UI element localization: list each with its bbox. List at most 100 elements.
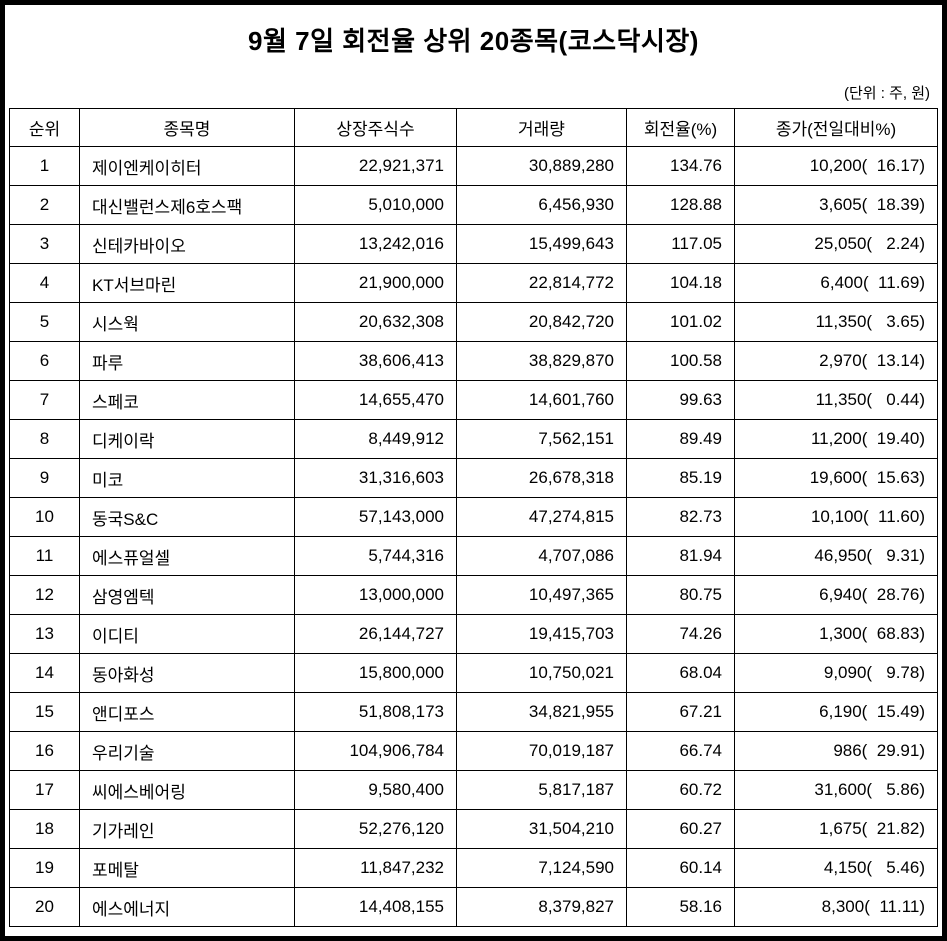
rank-cell: 17 [9, 770, 80, 810]
rank-cell: 18 [9, 809, 80, 849]
listed-shares-cell: 20,632,308 [294, 302, 457, 342]
table-body: 1 제이엔케이히터 22,921,371 30,889,280 134.76 10,200… [9, 146, 938, 927]
column-header-rank: 순위 [9, 108, 80, 147]
closing-price-cell: 11,350( 0.44) [734, 380, 938, 420]
rank-cell: 15 [9, 692, 80, 732]
rank-cell: 4 [9, 263, 80, 303]
stock-name-cell: 동국S&C [79, 497, 295, 537]
listed-shares-cell: 38,606,413 [294, 341, 457, 381]
closing-price-cell: 986( 29.91) [734, 731, 938, 771]
table-row: 8 디케이락 8,449,912 7,562,151 89.49 11,200( 19.4… [9, 419, 938, 459]
turnover-rate-cell: 104.18 [626, 263, 735, 303]
listed-shares-cell: 57,143,000 [294, 497, 457, 537]
stock-name-cell: 파루 [79, 341, 295, 381]
closing-price-cell: 4,150( 5.46) [734, 848, 938, 888]
closing-price-cell: 8,300( 11.11) [734, 887, 938, 927]
table-row: 2 대신밸런스제6호스팩 5,010,000 6,456,930 128.88 3,605… [9, 185, 938, 225]
closing-price-cell: 6,400( 11.69) [734, 263, 938, 303]
turnover-rate-cell: 85.19 [626, 458, 735, 498]
rank-cell: 14 [9, 653, 80, 693]
closing-price-cell: 25,050( 2.24) [734, 224, 938, 264]
listed-shares-cell: 14,655,470 [294, 380, 457, 420]
rank-cell: 2 [9, 185, 80, 225]
turnover-rate-cell: 128.88 [626, 185, 735, 225]
rank-cell: 13 [9, 614, 80, 654]
stock-name-cell: 우리기술 [79, 731, 295, 771]
listed-shares-cell: 52,276,120 [294, 809, 457, 849]
volume-cell: 7,562,151 [456, 419, 627, 459]
volume-cell: 6,456,930 [456, 185, 627, 225]
closing-price-cell: 11,200( 19.40) [734, 419, 938, 459]
stock-name-cell: 동아화성 [79, 653, 295, 693]
listed-shares-cell: 26,144,727 [294, 614, 457, 654]
listed-shares-cell: 14,408,155 [294, 887, 457, 927]
stock-name-cell: 에스퓨얼셀 [79, 536, 295, 576]
stock-name-cell: 대신밸런스제6호스팩 [79, 185, 295, 225]
unit-note: (단위 : 주, 원) [843, 85, 930, 102]
listed-shares-cell: 15,800,000 [294, 653, 457, 693]
table-row: 17 씨에스베어링 9,580,400 5,817,187 60.72 31,600( 5… [9, 770, 938, 810]
stock-name-cell: 기가레인 [79, 809, 295, 849]
volume-cell: 47,274,815 [456, 497, 627, 537]
closing-price-cell: 31,600( 5.86) [734, 770, 938, 810]
table-row: 16 우리기술 104,906,784 70,019,187 66.74 986( 29.… [9, 731, 938, 771]
stock-name-cell: 디케이락 [79, 419, 295, 459]
volume-cell: 5,817,187 [456, 770, 627, 810]
turnover-rate-cell: 82.73 [626, 497, 735, 537]
turnover-rate-cell: 101.02 [626, 302, 735, 342]
table-row: 11 에스퓨얼셀 5,744,316 4,707,086 81.94 46,950( 9.… [9, 536, 938, 576]
rank-cell: 9 [9, 458, 80, 498]
volume-cell: 4,707,086 [456, 536, 627, 576]
listed-shares-cell: 8,449,912 [294, 419, 457, 459]
table-row: 6 파루 38,606,413 38,829,870 100.58 2,970( 13.1… [9, 341, 938, 381]
table-row: 19 포메탈 11,847,232 7,124,590 60.14 4,150( 5.46… [9, 848, 938, 888]
listed-shares-cell: 9,580,400 [294, 770, 457, 810]
volume-cell: 22,814,772 [456, 263, 627, 303]
listed-shares-cell: 21,900,000 [294, 263, 457, 303]
closing-price-cell: 3,605( 18.39) [734, 185, 938, 225]
turnover-rate-cell: 74.26 [626, 614, 735, 654]
stock-name-cell: 앤디포스 [79, 692, 295, 732]
closing-price-cell: 10,200( 16.17) [734, 146, 938, 186]
listed-shares-cell: 13,242,016 [294, 224, 457, 264]
stock-name-cell: 신테카바이오 [79, 224, 295, 264]
turnover-rate-cell: 134.76 [626, 146, 735, 186]
listed-shares-cell: 11,847,232 [294, 848, 457, 888]
rank-cell: 7 [9, 380, 80, 420]
column-header-closing-price: 종가(전일대비%) [734, 108, 938, 147]
listed-shares-cell: 5,010,000 [294, 185, 457, 225]
table-row: 5 시스웍 20,632,308 20,842,720 101.02 11,350( 3.… [9, 302, 938, 342]
rank-cell: 8 [9, 419, 80, 459]
listed-shares-cell: 22,921,371 [294, 146, 457, 186]
rank-cell: 6 [9, 341, 80, 381]
table-row: 3 신테카바이오 13,242,016 15,499,643 117.05 25,050(… [9, 224, 938, 264]
closing-price-cell: 1,675( 21.82) [734, 809, 938, 849]
listed-shares-cell: 51,808,173 [294, 692, 457, 732]
stock-name-cell: 삼영엠텍 [79, 575, 295, 615]
listed-shares-cell: 104,906,784 [294, 731, 457, 771]
turnover-rate-cell: 60.14 [626, 848, 735, 888]
table-row: 4 KT서브마린 21,900,000 22,814,772 104.18 6,400( … [9, 263, 938, 303]
closing-price-cell: 46,950( 9.31) [734, 536, 938, 576]
volume-cell: 30,889,280 [456, 146, 627, 186]
rank-cell: 19 [9, 848, 80, 888]
rank-cell: 16 [9, 731, 80, 771]
volume-cell: 10,750,021 [456, 653, 627, 693]
table-row: 12 삼영엠텍 13,000,000 10,497,365 80.75 6,940( 28… [9, 575, 938, 615]
rank-cell: 5 [9, 302, 80, 342]
closing-price-cell: 10,100( 11.60) [734, 497, 938, 537]
table-row: 15 앤디포스 51,808,173 34,821,955 67.21 6,190( 15… [9, 692, 938, 732]
rank-cell: 11 [9, 536, 80, 576]
closing-price-cell: 2,970( 13.14) [734, 341, 938, 381]
turnover-table: 순위 종목명 상장주식수 거래량 회전율(%) 종가(전일대비%) 1 제이엔케이히터 22,… [9, 108, 938, 927]
column-header-listed-shares: 상장주식수 [294, 108, 457, 147]
table-row: 7 스페코 14,655,470 14,601,760 99.63 11,350( 0.4… [9, 380, 938, 420]
rank-cell: 3 [9, 224, 80, 264]
stock-name-cell: 포메탈 [79, 848, 295, 888]
table-row: 14 동아화성 15,800,000 10,750,021 68.04 9,090( 9.… [9, 653, 938, 693]
table-row: 9 미코 31,316,603 26,678,318 85.19 19,600( 15.6… [9, 458, 938, 498]
stock-name-cell: KT서브마린 [79, 263, 295, 303]
turnover-rate-cell: 89.49 [626, 419, 735, 459]
stock-name-cell: 에스에너지 [79, 887, 295, 927]
